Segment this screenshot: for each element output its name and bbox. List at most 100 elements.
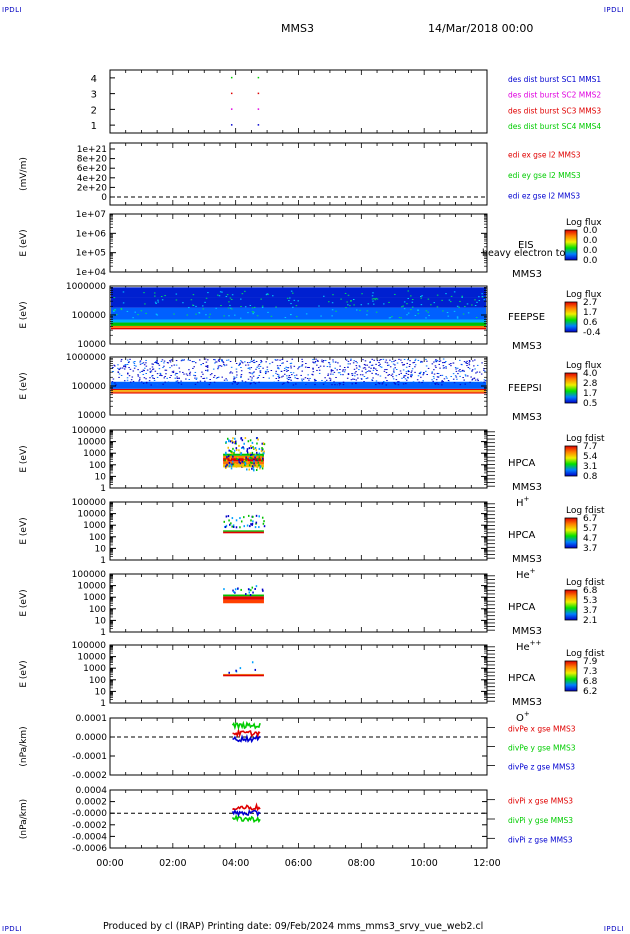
spectrogram-speck [453,382,456,384]
spectrogram-speck [436,382,438,384]
spectrogram-speck [406,362,409,364]
spectrogram-speck [243,457,246,460]
spectrogram-speck [295,305,298,307]
spectrogram-speck [252,446,254,449]
spectrogram-speck [456,316,459,318]
spectrogram-speck [360,304,363,306]
spectrogram-speck [448,381,450,383]
spectrogram-speck [298,366,301,368]
spectrogram-speck [329,364,331,366]
spectrogram-speck [256,437,258,440]
spectrogram-speck [406,303,408,305]
spectrogram-speck [450,376,452,378]
spectrogram-speck [436,306,439,308]
y-tick-label: 10 [95,472,107,482]
spectrogram-speck [426,374,428,376]
spectrogram-speck [286,375,288,377]
spectrogram-speck [178,367,181,369]
spectrogram-speck [145,372,147,374]
spectrogram-speck [467,312,470,314]
instrument-label: HPCA [508,602,536,613]
legend-entry: edi ez gse l2 MMS3 [508,192,580,201]
spectrogram-speck [371,295,374,297]
spectrogram-speck [207,359,209,361]
spectrogram-speck [252,311,255,313]
spectrogram-speck [261,305,264,307]
spectrogram-speck [285,366,287,368]
spectrogram-speck [295,374,298,376]
spectrogram-speck [111,384,113,386]
spectrogram-speck [256,377,259,379]
spectrogram-speck [239,451,242,454]
spectrogram-speck [333,371,336,373]
spectrogram-speck [230,371,232,373]
spectrogram-speck [436,372,439,374]
spectrogram-speck [353,360,355,362]
spectrogram-speck [233,591,235,594]
spectrogram-speck [159,374,161,376]
spectrogram-speck [268,377,270,379]
spectrogram-speck [175,380,178,382]
spectrogram-speck [288,378,291,380]
spectrogram-speck [400,317,402,319]
spectrogram-speck [231,525,233,528]
spectrogram-speck [137,314,139,316]
spectrogram-speck [267,371,269,373]
spectrogram-band [111,390,486,392]
spectrogram-speck [313,378,316,380]
legend-entry: des dist burst SC3 MMS3 [508,106,601,115]
spectrogram-speck [202,308,205,310]
spectrogram-speck [223,363,225,365]
spectrogram-speck [475,372,477,374]
spectrogram-speck [359,366,361,368]
spectrogram-speck [318,369,321,371]
spectrogram-speck [251,451,254,454]
spectrogram-speck [462,369,464,371]
spectrogram-speck [129,368,132,370]
spectrogram-speck [484,370,486,372]
spectrogram-speck [407,371,410,373]
spectrogram-speck [439,360,442,362]
spectrogram-speck [379,375,382,377]
spectrogram-speck [259,370,261,372]
spectrogram-speck [242,362,244,364]
spectrogram-speck [409,360,411,362]
spectrogram-speck [251,586,254,589]
colorbar-title: Log fdist [566,506,605,516]
spectrogram-speck [117,364,119,366]
series-line [231,814,261,824]
spectrogram-speck [239,526,241,529]
spectrogram-speck [435,359,437,361]
spectrogram-speck [229,523,231,526]
spectrogram-speck [238,449,240,452]
spectrogram-speck [352,378,354,380]
spectrogram-speck [232,524,235,527]
spectrogram-speck [398,373,400,375]
spectrogram-speck [235,440,237,443]
colorbar-tick-label: 0.0 [583,236,598,246]
spectrogram-speck [240,370,243,372]
colorbar-tick-label: -0.4 [583,328,601,338]
spectrogram-speck [112,384,115,386]
spectrogram-speck [405,373,408,375]
spectrogram-speck [255,449,258,452]
spectrogram-speck [278,374,280,376]
spectrogram-speck [138,380,140,382]
spectrogram-speck [188,372,191,374]
spacecraft-title: MMS3 [281,22,314,35]
spectrogram-speck [213,381,216,383]
spectrogram-speck [370,367,372,369]
spectrogram-speck [172,370,175,372]
spectrogram-speck [119,367,122,369]
spectrogram-speck [301,358,303,360]
spectrogram-speck [225,524,228,527]
spectrogram-speck [241,465,244,468]
spectrogram-speck [149,377,151,379]
spectrogram-speck [434,383,437,385]
spectrogram-speck [179,384,181,386]
spectrogram-speck [224,526,227,529]
spectrogram-speck [422,374,424,376]
colorbar-tick-label: 0.8 [583,472,598,482]
spectrogram-speck [251,522,254,525]
spectrogram-speck [199,380,202,382]
